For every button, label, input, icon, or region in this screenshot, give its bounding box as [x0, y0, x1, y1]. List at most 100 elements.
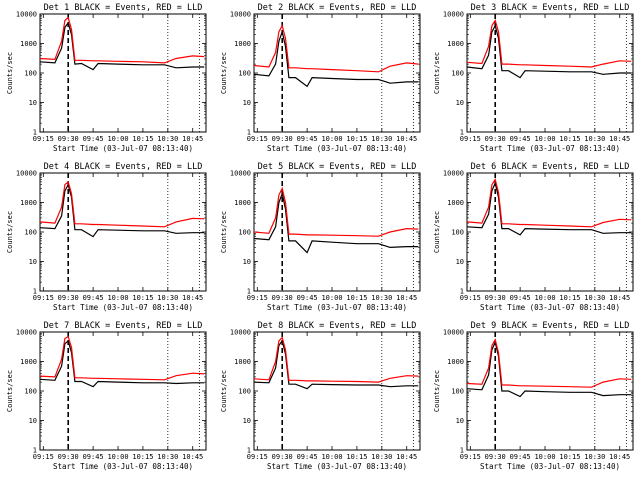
y-tick-label: 100 — [451, 70, 464, 78]
x-tick-label: 09:30 — [272, 294, 293, 302]
chart-panel-det-7: Det 7 BLACK = Events, RED = LLD Counts/se… — [6, 321, 207, 471]
x-tick-label: 09:30 — [58, 135, 79, 143]
x-tick-label: 10:15 — [132, 453, 153, 461]
x-tick-label: 10:00 — [534, 294, 555, 302]
x-tick-label: 09:45 — [297, 135, 318, 143]
y-tick-label: 10 — [456, 258, 464, 266]
chart-panel-det-2: Det 2 BLACK = Events, RED = LLD Counts/se… — [220, 3, 421, 153]
x-tick-label: 10:00 — [534, 453, 555, 461]
y-tick-label: 1 — [33, 447, 37, 455]
x-axis-label: Start Time (03-Jul-07 08:13:40) — [267, 303, 407, 312]
x-tick-label: 10:45 — [609, 453, 630, 461]
y-tick-label: 1 — [460, 288, 464, 296]
x-tick-label: 09:45 — [510, 135, 531, 143]
series-line-lld — [466, 338, 632, 388]
y-tick-label: 1 — [33, 288, 37, 296]
y-tick-label: 10 — [29, 258, 37, 266]
x-tick-label: 10:15 — [132, 294, 153, 302]
chart-title: Det 4 BLACK = Events, RED = LLD — [44, 162, 203, 172]
y-tick-label: 10000 — [443, 329, 464, 337]
chart-panel-det-9: Det 9 BLACK = Events, RED = LLD Counts/se… — [433, 321, 634, 471]
y-axis-label: Counts/sec — [220, 211, 228, 253]
x-tick-label: 10:30 — [584, 453, 605, 461]
series-line-events — [39, 339, 205, 388]
x-tick-label: 09:45 — [510, 294, 531, 302]
x-tick-label: 10:15 — [346, 453, 367, 461]
y-tick-label: 100 — [24, 388, 37, 396]
y-tick-label: 1 — [247, 129, 251, 137]
x-tick-label: 09:45 — [83, 135, 104, 143]
x-tick-label: 09:45 — [83, 453, 104, 461]
y-axis-label: Counts/sec — [6, 370, 14, 412]
x-tick-label: 10:45 — [396, 135, 417, 143]
plot-frame — [39, 13, 207, 133]
y-tick-label: 10000 — [16, 329, 37, 337]
series-line-lld — [39, 335, 205, 381]
x-tick-label: 10:00 — [321, 135, 342, 143]
x-tick-label: 09:30 — [58, 453, 79, 461]
x-tick-label: 09:30 — [485, 294, 506, 302]
x-tick-label: 10:00 — [107, 294, 128, 302]
chart-title: Det 1 BLACK = Events, RED = LLD — [44, 3, 203, 13]
y-tick-label: 1 — [460, 129, 464, 137]
x-tick-label: 10:30 — [157, 135, 178, 143]
x-axis-label: Start Time (03-Jul-07 08:13:40) — [267, 462, 407, 471]
y-axis-label: Counts/sec — [433, 370, 441, 412]
series-line-lld — [253, 186, 419, 237]
chart-title: Det 7 BLACK = Events, RED = LLD — [44, 321, 203, 331]
y-tick-label: 10 — [243, 99, 251, 107]
x-axis-label: Start Time (03-Jul-07 08:13:40) — [480, 462, 620, 471]
chart-panel-det-4: Det 4 BLACK = Events, RED = LLD Counts/se… — [6, 162, 207, 312]
chart-title: Det 8 BLACK = Events, RED = LLD — [258, 321, 417, 331]
y-tick-label: 100 — [238, 70, 251, 78]
x-tick-label: 09:15 — [33, 135, 54, 143]
x-tick-label: 10:00 — [534, 135, 555, 143]
y-tick-label: 1000 — [447, 199, 464, 207]
x-tick-label: 10:00 — [107, 135, 128, 143]
x-tick-label: 10:30 — [157, 294, 178, 302]
y-tick-label: 10000 — [230, 11, 251, 19]
x-tick-label: 09:30 — [272, 135, 293, 143]
y-tick-label: 100 — [238, 388, 251, 396]
x-axis-label: Start Time (03-Jul-07 08:13:40) — [480, 144, 620, 153]
y-tick-label: 10 — [243, 417, 251, 425]
x-tick-label: 09:15 — [33, 294, 54, 302]
y-tick-label: 1000 — [20, 199, 37, 207]
y-tick-label: 1000 — [20, 40, 37, 48]
x-tick-label: 09:15 — [460, 294, 481, 302]
series-line-events — [466, 340, 632, 398]
x-axis-label: Start Time (03-Jul-07 08:13:40) — [53, 303, 193, 312]
y-tick-label: 1000 — [20, 358, 37, 366]
chart-title: Det 2 BLACK = Events, RED = LLD — [258, 3, 417, 13]
x-tick-label: 09:15 — [247, 294, 268, 302]
x-tick-label: 09:45 — [510, 453, 531, 461]
x-tick-label: 10:30 — [584, 135, 605, 143]
x-tick-label: 10:00 — [321, 294, 342, 302]
x-tick-label: 09:30 — [58, 294, 79, 302]
y-tick-label: 10 — [29, 99, 37, 107]
y-axis-label: Counts/sec — [220, 52, 228, 94]
y-tick-label: 10 — [243, 258, 251, 266]
x-tick-label: 10:45 — [182, 135, 203, 143]
x-tick-label: 09:15 — [460, 135, 481, 143]
x-axis-label: Start Time (03-Jul-07 08:13:40) — [53, 462, 193, 471]
y-tick-label: 10 — [456, 417, 464, 425]
y-tick-label: 10000 — [16, 11, 37, 19]
x-tick-label: 10:15 — [559, 294, 580, 302]
x-tick-label: 10:45 — [182, 294, 203, 302]
x-tick-label: 09:15 — [33, 453, 54, 461]
y-tick-label: 10000 — [443, 170, 464, 178]
x-tick-label: 10:15 — [132, 135, 153, 143]
series-line-events — [253, 29, 419, 88]
x-tick-label: 10:30 — [371, 135, 392, 143]
y-tick-label: 100 — [238, 229, 251, 237]
x-tick-label: 10:45 — [396, 453, 417, 461]
y-axis-label: Counts/sec — [220, 370, 228, 412]
y-tick-label: 1 — [33, 129, 37, 137]
x-axis-label: Start Time (03-Jul-07 08:13:40) — [53, 144, 193, 153]
y-axis-label: Counts/sec — [6, 52, 14, 94]
chart-panel-det-8: Det 8 BLACK = Events, RED = LLD Counts/se… — [220, 321, 421, 471]
x-tick-label: 09:45 — [297, 453, 318, 461]
series-line-events — [466, 24, 632, 79]
x-tick-label: 09:30 — [485, 135, 506, 143]
